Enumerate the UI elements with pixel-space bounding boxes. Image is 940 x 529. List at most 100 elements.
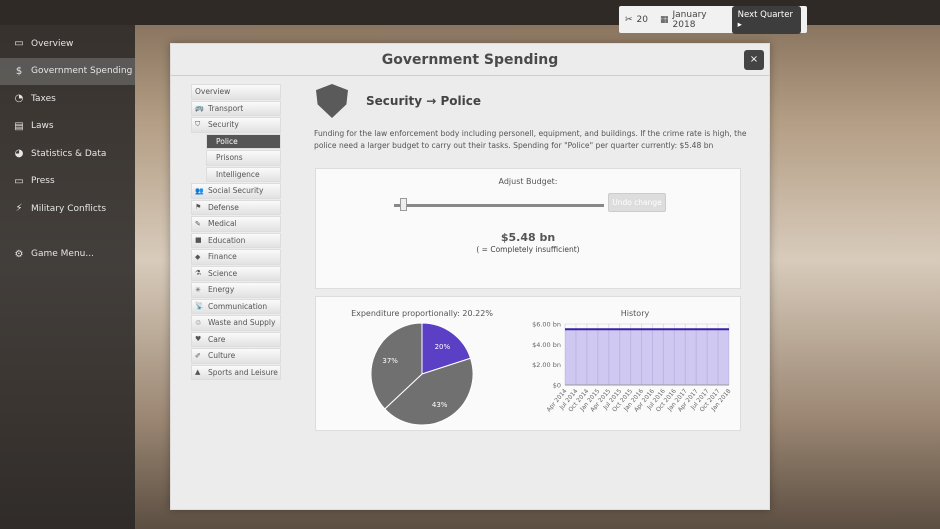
category-icon: 📡	[195, 302, 204, 311]
dollar-icon: $	[15, 65, 23, 77]
game-menu-button[interactable]: ⚙ Game Menu...	[0, 241, 135, 269]
nav-item-label: Transport	[208, 103, 244, 113]
sidebar: ▭ Overview $ Government Spending ◔ Taxes ▤ Laws…	[0, 25, 135, 529]
current-date: January 2018	[672, 9, 707, 30]
pie-title: Expenditure proportionally: 20.22%	[351, 309, 493, 318]
pie-slice	[384, 357, 474, 426]
nav-item-science[interactable]: ⚗ Science	[191, 265, 281, 281]
pie-slice	[370, 322, 423, 410]
status-box: ✂ 20 ▦ January 2018 Next Quarter ▸	[619, 5, 807, 34]
sidebar-item-taxes[interactable]: ◔ Taxes	[0, 85, 135, 113]
sidebar-item-label: Press	[31, 176, 55, 187]
budget-amount: $5.48 bn	[500, 231, 556, 244]
overview-icon: ▭	[14, 38, 24, 50]
category-nav: Overview 🚌 Transport ⛉ Security Police Prisons…	[191, 84, 281, 381]
nav-item-care[interactable]: ♥ Care	[191, 331, 281, 347]
nav-item-culture[interactable]: ✐ Culture	[191, 348, 281, 364]
history-area	[565, 329, 729, 385]
sidebar-item-overview[interactable]: ▭ Overview	[0, 30, 135, 58]
undo-change-button[interactable]: Undo change	[608, 193, 666, 212]
sidebar-item-label: Taxes	[31, 93, 56, 104]
history-title: History	[621, 309, 650, 318]
nav-item-label: Police	[216, 136, 238, 146]
next-quarter-button[interactable]: Next Quarter ▸	[731, 5, 801, 34]
nav-item-label: Communication	[208, 301, 268, 311]
nav-item-waste-and-supply[interactable]: ♲ Waste and Supply	[191, 315, 281, 331]
game-menu-label: Game Menu...	[31, 249, 94, 260]
calendar-icon: ▦	[660, 14, 669, 25]
nav-item-label: Sports and Leisure	[208, 367, 278, 377]
pie-label: 37%	[382, 357, 398, 365]
category-icon: ■	[195, 236, 202, 245]
nav-item-label: Finance	[208, 252, 237, 262]
budget-slider-track[interactable]	[394, 204, 604, 207]
category-icon: ▲	[195, 368, 201, 377]
y-tick-label: $0	[553, 382, 561, 390]
category-icon: 👥	[195, 186, 204, 195]
nav-item-communication[interactable]: 📡 Communication	[191, 298, 281, 314]
nav-item-police[interactable]: Police	[206, 133, 281, 149]
lightning-icon: ⚡	[15, 203, 23, 215]
nav-item-finance[interactable]: ◆ Finance	[191, 249, 281, 265]
category-icon: ⚗	[195, 269, 202, 278]
nav-item-transport[interactable]: 🚌 Transport	[191, 100, 281, 116]
y-tick-label: $6.00 bn	[532, 321, 561, 329]
category-icon: ✐	[195, 351, 201, 360]
nav-item-social-security[interactable]: 👥 Social Security	[191, 183, 281, 199]
sidebar-item-press[interactable]: ▭ Press	[0, 168, 135, 196]
tools-icon: ✂	[625, 14, 633, 25]
government-spending-dialog: Government Spending × Overview 🚌 Transport…	[170, 43, 770, 510]
pie-slice	[421, 322, 472, 375]
pie-label: 43%	[432, 401, 448, 409]
category-icon: ♥	[195, 335, 202, 344]
sidebar-item-label: Statistics & Data	[31, 148, 107, 159]
category-icon: ♲	[195, 318, 202, 327]
nav-item-label: Energy	[208, 285, 235, 295]
nav-item-overview[interactable]: Overview	[191, 84, 281, 100]
nav-item-prisons[interactable]: Prisons	[206, 150, 281, 166]
nav-item-label: Care	[208, 334, 226, 344]
press-icon: ▭	[14, 175, 24, 187]
nav-item-education[interactable]: ■ Education	[191, 232, 281, 248]
nav-item-label: Security	[208, 120, 239, 130]
nav-item-label: Prisons	[216, 153, 243, 163]
nav-item-energy[interactable]: ✳ Energy	[191, 282, 281, 298]
budget-rating: ( = Completely insufficient)	[476, 245, 580, 254]
sidebar-item-label: Laws	[31, 121, 54, 132]
nav-item-security[interactable]: ⛉ Security	[191, 117, 281, 133]
nav-item-label: Culture	[208, 351, 236, 361]
adjust-budget-panel: Adjust Budget: Undo change $5.48 bn ( = …	[315, 168, 741, 289]
category-icon: ⚑	[195, 203, 202, 212]
section-heading: Security → Police	[366, 94, 481, 108]
description: Funding for the law enforcement body inc…	[314, 129, 747, 150]
y-tick-label: $2.00 bn	[532, 361, 561, 369]
sidebar-item-military-conflicts[interactable]: ⚡ Military Conflicts	[0, 195, 135, 223]
sidebar-item-laws[interactable]: ▤ Laws	[0, 113, 135, 141]
budget-slider-handle[interactable]	[400, 198, 408, 211]
category-icon: ✳	[195, 285, 201, 294]
sidebar-item-label: Overview	[31, 38, 74, 49]
laws-icon: ▤	[14, 120, 24, 132]
nav-item-intelligence[interactable]: Intelligence	[206, 166, 281, 182]
close-button[interactable]: ×	[744, 50, 764, 70]
sidebar-item-label: Military Conflicts	[31, 203, 107, 214]
y-tick-label: $4.00 bn	[532, 341, 561, 349]
nav-item-sports-and-leisure[interactable]: ▲ Sports and Leisure	[191, 364, 281, 380]
nav-item-label: Intelligence	[216, 169, 260, 179]
dialog-title: Government Spending	[171, 44, 769, 76]
charts-svg: Expenditure proportionally: 20.22% 20% 43%…	[351, 309, 733, 426]
gear-icon: ⚙	[14, 248, 24, 260]
sidebar-item-label: Government Spending	[31, 66, 133, 77]
sidebar-item-government-spending[interactable]: $ Government Spending	[0, 57, 135, 85]
nav-item-defense[interactable]: ⚑ Defense	[191, 199, 281, 215]
nav-item-medical[interactable]: ✎ Medical	[191, 216, 281, 232]
sidebar-item-statistics-data[interactable]: ◕ Statistics & Data	[0, 140, 135, 168]
nav-item-label: Social Security	[208, 186, 264, 196]
category-icon: ⛉	[195, 120, 201, 129]
tools-count: 20	[636, 14, 648, 25]
pie-label: 20%	[435, 343, 451, 351]
nav-item-label: Medical	[208, 219, 237, 229]
shield-icon	[316, 84, 348, 118]
nav-item-label: Waste and Supply	[208, 318, 276, 328]
nav-item-label: Overview	[195, 87, 231, 97]
